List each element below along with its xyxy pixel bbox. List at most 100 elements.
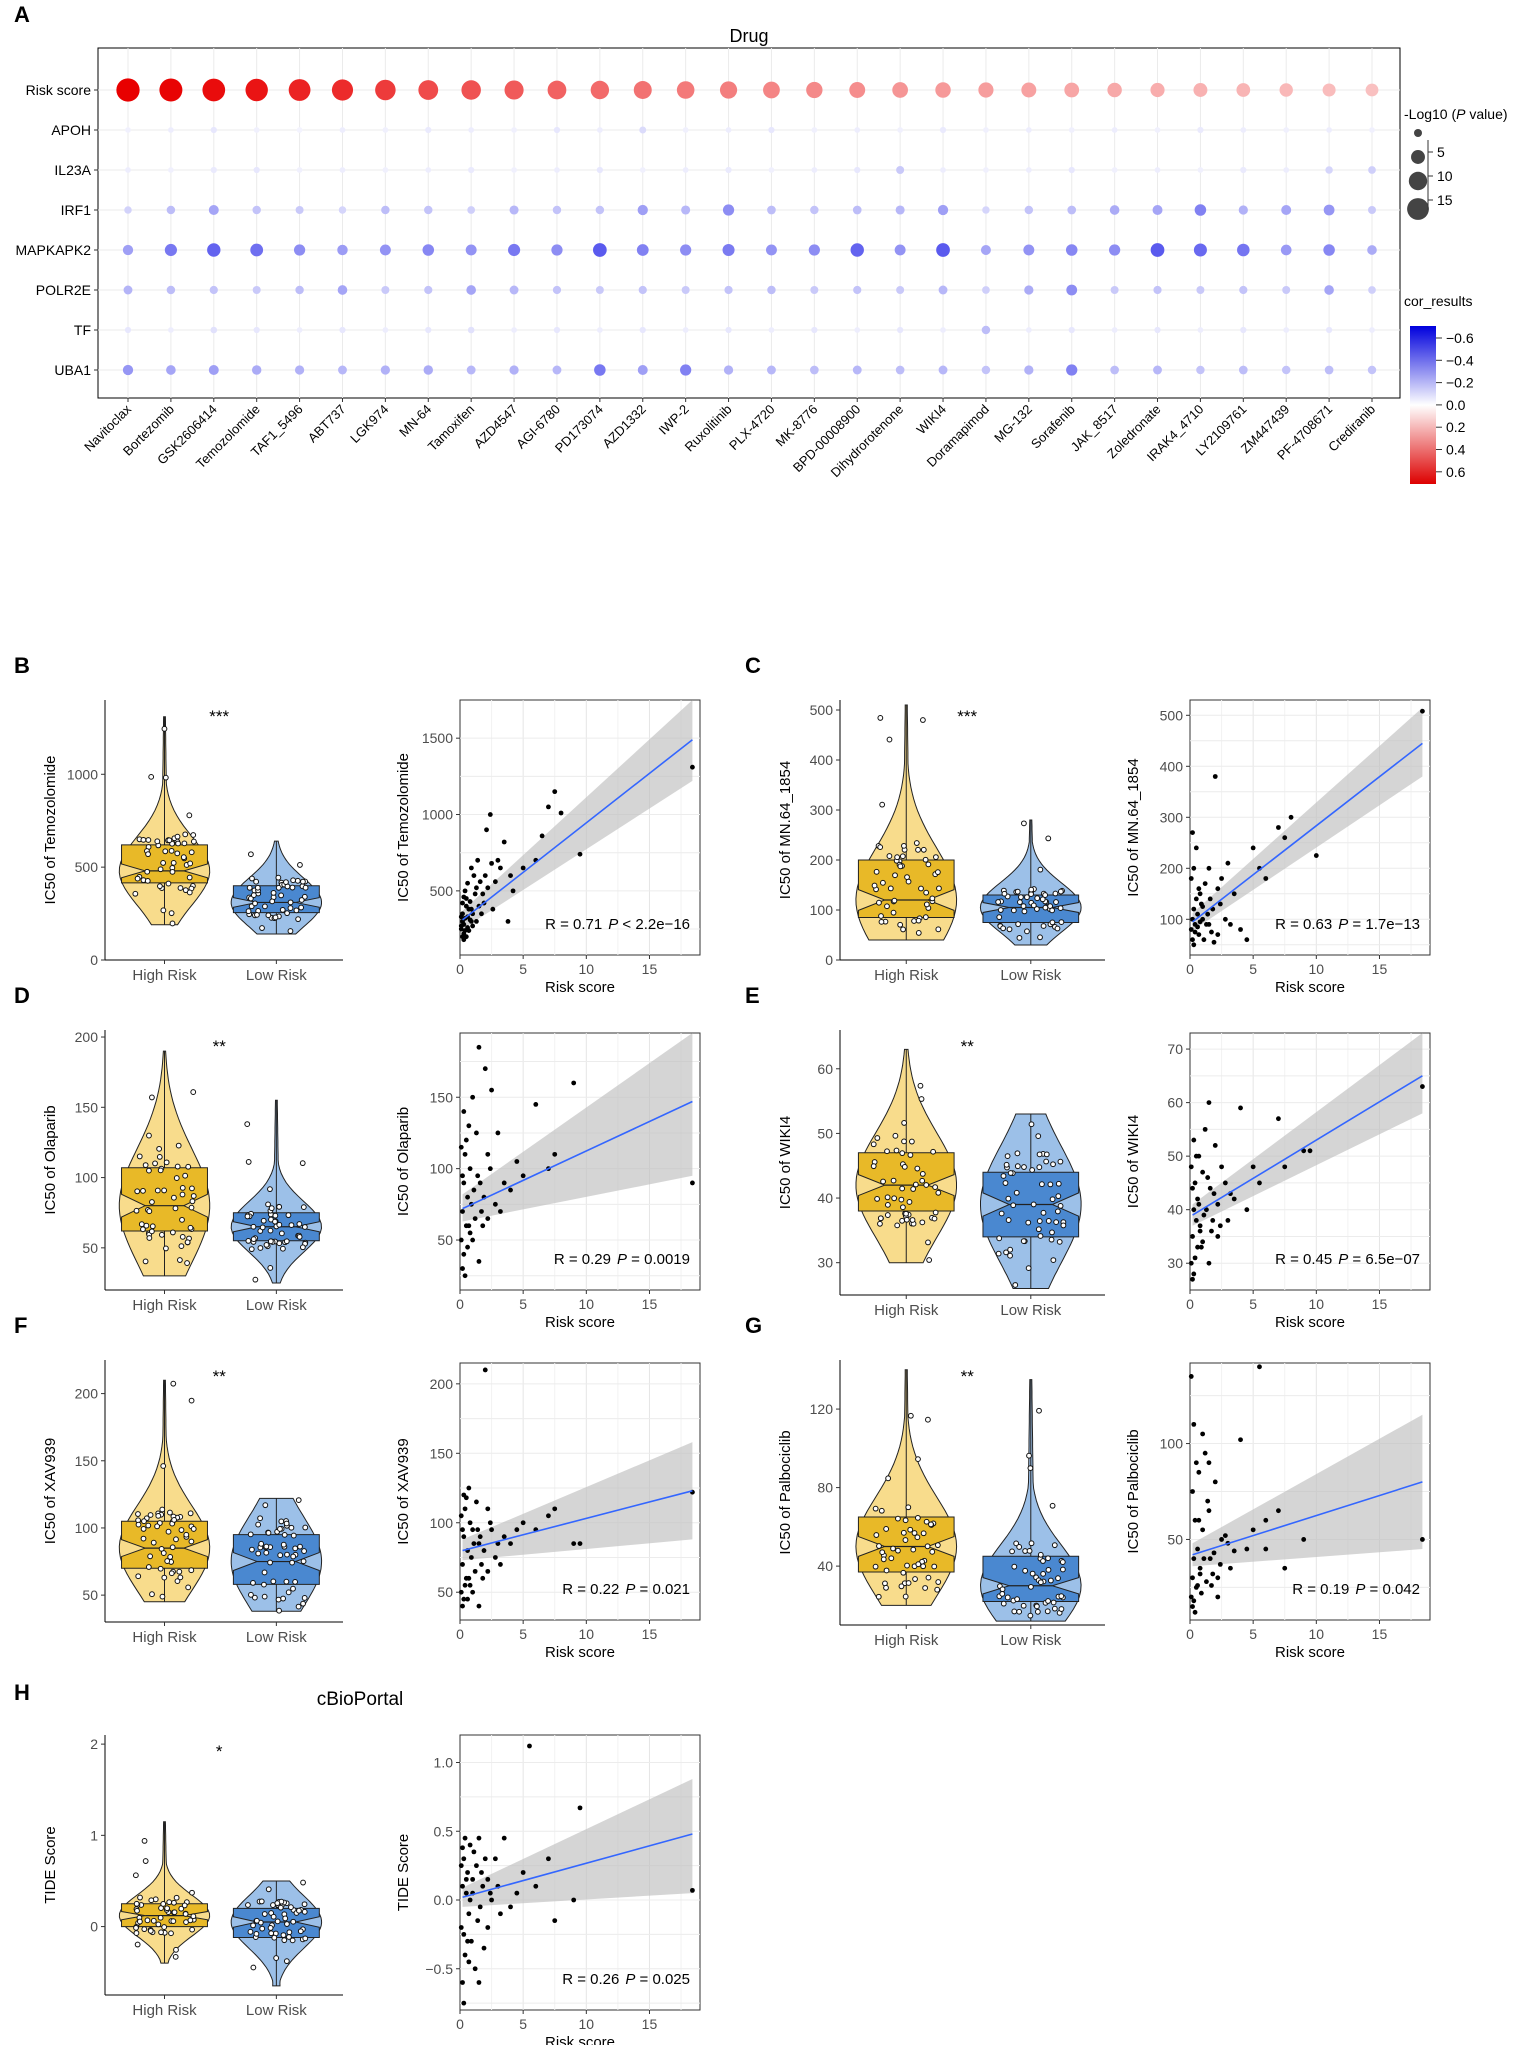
dotplot-dot	[636, 244, 649, 256]
violin-point	[915, 1561, 922, 1568]
violin-point	[272, 914, 279, 921]
scatter-x-label: Risk score	[545, 2034, 615, 2045]
dotplot-dot	[1324, 365, 1334, 375]
violin-point	[246, 884, 253, 891]
scatter-point	[1193, 1217, 1199, 1223]
violin-point	[285, 1589, 292, 1596]
scatter-point	[1191, 1598, 1197, 1604]
violin-point	[268, 1205, 275, 1212]
violin-point	[1017, 899, 1023, 906]
violin-point	[149, 1223, 156, 1230]
violin-point	[259, 1925, 266, 1932]
dotplot-dot	[381, 205, 390, 215]
scatter-point	[482, 1856, 488, 1862]
violin-point	[1053, 1219, 1060, 1226]
violin-point	[173, 1536, 179, 1543]
violin-point	[265, 1201, 271, 1208]
scatter-point	[1198, 1590, 1204, 1596]
dotplot-dot	[1025, 327, 1032, 333]
dotplot-row-label: UBA1	[54, 362, 91, 378]
violin-point	[252, 900, 258, 907]
dotplot-row-label: IL23A	[54, 162, 91, 178]
scatter-y-tick-label: 200	[1160, 860, 1184, 876]
violin-point	[142, 1162, 149, 1168]
size-legend-dot	[1407, 198, 1429, 220]
violin-point	[1049, 1196, 1056, 1203]
scatter-point	[501, 1835, 507, 1841]
scatter-point	[1188, 876, 1194, 881]
scatter-point	[508, 873, 513, 878]
scatter-point	[1215, 886, 1221, 892]
violin-point	[899, 1185, 906, 1192]
scatter-point	[460, 934, 465, 940]
violin-group-label: High Risk	[874, 1302, 939, 1319]
violin-point	[892, 872, 898, 879]
dotplot-dot	[590, 80, 610, 100]
scatter-point	[472, 1216, 478, 1222]
scatter-point	[552, 1506, 558, 1512]
violin-point	[296, 1234, 303, 1240]
violin-point	[175, 1142, 182, 1149]
dotplot-dot	[637, 365, 648, 375]
violin-point	[133, 1930, 140, 1936]
dotplot-dot	[1240, 127, 1247, 133]
violin-point	[925, 1574, 932, 1581]
size-legend-label: 10	[1437, 168, 1453, 184]
violin-point	[136, 1918, 143, 1925]
scatter-point	[508, 1541, 513, 1546]
regression-line	[1192, 1481, 1423, 1556]
dotplot-dot	[507, 243, 521, 257]
violin-point	[248, 851, 254, 858]
dotplot-dot	[209, 285, 218, 295]
dotplot-dot	[676, 81, 695, 99]
dotplot-row-label: APOH	[51, 122, 91, 138]
violin-point	[1050, 1599, 1057, 1606]
dotplot-dot	[1154, 127, 1161, 133]
violin-point	[287, 928, 294, 934]
violin-point	[168, 910, 175, 917]
violin-box	[982, 1555, 1080, 1602]
scatter-point	[546, 1856, 551, 1862]
violin-group-label: High Risk	[874, 967, 939, 984]
correlation-p-value: = 0.025	[635, 1971, 690, 1988]
dotplot-drug-label: Tamoxifen	[425, 402, 478, 455]
violin-point	[301, 1595, 308, 1601]
violin-point	[274, 1918, 281, 1925]
dotplot-dot	[1193, 243, 1207, 257]
violin-point	[903, 1210, 909, 1217]
scatter-point	[1205, 1498, 1211, 1504]
violin-point	[189, 1185, 195, 1192]
scatter-point	[470, 1094, 476, 1100]
scatter-point	[1211, 1550, 1217, 1556]
dotplot-dot	[511, 327, 517, 333]
violin-point	[879, 801, 886, 808]
violin-point	[878, 913, 884, 919]
violin-point	[996, 1235, 1003, 1242]
dotplot-dot	[1240, 166, 1247, 174]
scatter-point	[475, 857, 481, 863]
confidence-band	[462, 1779, 693, 1907]
dotplot-dot	[810, 286, 819, 294]
scatter-point	[460, 1562, 465, 1567]
violin-point	[1016, 934, 1023, 941]
dotplot-dot	[638, 285, 647, 295]
violin-y-tick-label: 40	[817, 1558, 833, 1574]
dotplot-dot	[465, 244, 477, 256]
dotplot-dot	[418, 80, 439, 100]
scatter-x-label: Risk score	[1275, 1314, 1345, 1331]
scatter-point	[546, 804, 551, 810]
dotplot-dot	[767, 205, 776, 215]
violin-point	[915, 930, 922, 936]
violin-point	[891, 897, 898, 904]
violin-point	[929, 895, 936, 902]
scatter-point	[460, 1266, 465, 1271]
scatter-point	[466, 1959, 472, 1965]
violin-point	[907, 1152, 914, 1158]
violin-point	[149, 1199, 155, 1205]
violin-point	[140, 1226, 146, 1233]
violin-point	[297, 862, 303, 868]
dotplot-dot	[296, 167, 303, 173]
scatter-point	[465, 880, 470, 886]
dotplot-dot	[897, 127, 904, 133]
scatter-point	[1301, 1537, 1307, 1542]
